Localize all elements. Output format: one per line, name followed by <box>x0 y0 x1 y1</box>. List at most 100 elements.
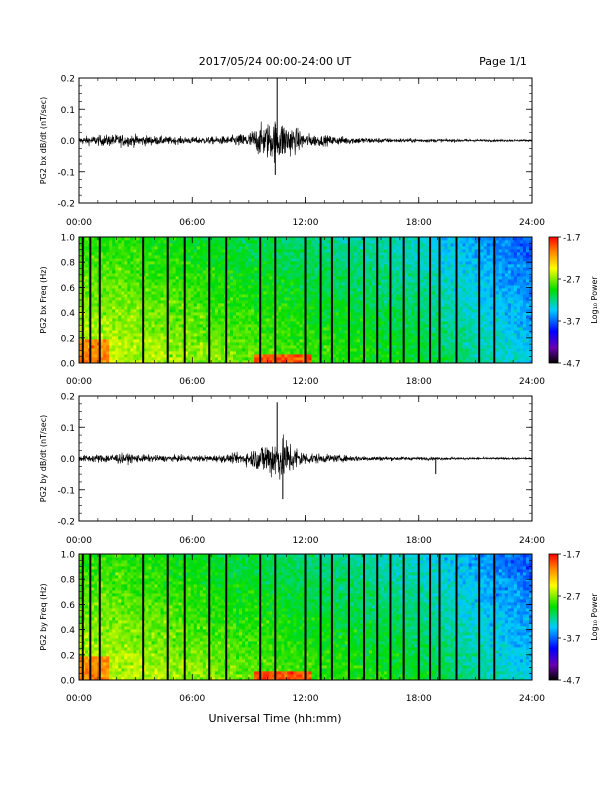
spectrogram-cell <box>233 360 237 364</box>
spectrogram-cell <box>202 243 207 247</box>
spectrogram-cell <box>263 315 267 319</box>
spectrogram-cell <box>154 273 158 277</box>
spectrogram-cell <box>368 339 373 343</box>
spectrogram-cell <box>365 345 370 349</box>
spectrogram-cell <box>365 303 370 307</box>
spectrogram-cell <box>118 312 122 316</box>
spectrogram-cell <box>181 237 186 241</box>
spectrogram-cell <box>217 351 222 355</box>
spectrogram-cell <box>178 315 183 319</box>
spectrogram-cell <box>79 357 83 361</box>
spectrogram-cell <box>278 246 282 250</box>
spectrogram-cell <box>426 315 430 319</box>
spectrogram-cell <box>217 309 222 313</box>
spectrogram-cell <box>423 264 427 268</box>
spectrogram-cell <box>181 276 186 280</box>
spectrogram-cell <box>359 261 364 265</box>
spectrogram-cell <box>226 306 231 310</box>
spectrogram-cell <box>356 249 361 253</box>
spectrogram-cell <box>157 264 161 268</box>
spectrogram-cell <box>211 300 216 304</box>
spectrogram-cell <box>299 249 303 253</box>
spectrogram-cell <box>233 291 237 295</box>
spectrogram-cell <box>181 357 186 361</box>
spectrogram-cell <box>139 321 143 325</box>
spectrogram-cell <box>127 288 131 292</box>
spectrogram-cell <box>236 276 240 280</box>
spectrogram-cell <box>236 282 240 286</box>
y-axis-label: PG2 bx dB/dt (nT/sec) <box>39 97 48 184</box>
spectrogram-cell <box>257 294 261 298</box>
spectrogram-cell <box>208 291 213 295</box>
spectrogram-cell <box>272 309 276 313</box>
spectrogram-cell <box>151 327 155 331</box>
spectrogram-cell <box>190 273 195 277</box>
spectrogram-cell <box>414 339 418 343</box>
spectrogram-cell <box>260 252 264 256</box>
spectrogram-cell <box>284 315 288 319</box>
spectrogram-cell <box>314 327 318 331</box>
spectrogram-cell <box>220 282 225 286</box>
spectrogram-cell <box>248 303 252 307</box>
spectrogram-cell <box>242 237 246 241</box>
spectrogram-cell <box>359 303 364 307</box>
spectrogram-cell <box>239 252 243 256</box>
spectrogram-cell <box>377 267 382 271</box>
spectrogram-cell <box>106 294 110 298</box>
spectrogram-cell <box>157 312 161 316</box>
spectrogram-cell <box>278 309 282 313</box>
spectrogram-cell <box>308 240 312 244</box>
spectrogram-cell <box>245 261 249 265</box>
spectrogram-cell <box>157 327 161 331</box>
spectrogram-cell <box>91 288 95 292</box>
spectrogram-cell <box>154 276 158 280</box>
spectrogram-cell <box>293 264 297 268</box>
spectrogram-cell <box>338 318 343 322</box>
spectrogram-cell <box>106 336 110 340</box>
spectrogram-cell <box>305 288 309 292</box>
spectrogram-cell <box>323 324 328 328</box>
spectrogram-cell <box>332 273 337 277</box>
spectrogram-cell <box>293 255 297 259</box>
spectrogram-cell <box>184 360 189 364</box>
spectrogram-cell <box>94 237 98 241</box>
spectrogram-cell <box>106 324 110 328</box>
spectrogram-cell <box>284 237 288 241</box>
spectrogram-cell <box>302 252 306 256</box>
spectrogram-cell <box>196 324 201 328</box>
spectrogram-cell <box>278 252 282 256</box>
spectrogram-cell <box>236 300 240 304</box>
spectrogram-cell <box>136 345 140 349</box>
spectrogram-cell <box>248 309 252 313</box>
spectrogram-cell <box>390 321 394 325</box>
spectrogram-cell <box>251 309 255 313</box>
spectrogram-cell <box>85 303 89 307</box>
spectrogram-cell <box>332 267 337 271</box>
spectrogram-cell <box>299 360 303 364</box>
spectrogram-cell <box>423 279 427 283</box>
spectrogram-cell <box>172 273 177 277</box>
spectrogram-cell <box>311 357 315 361</box>
spectrogram-cell <box>94 300 98 304</box>
spectrogram-cell <box>139 267 143 271</box>
spectrogram-cell <box>181 288 186 292</box>
spectrogram-cell <box>187 309 192 313</box>
spectrogram-cell <box>236 249 240 253</box>
spectrogram-cell <box>242 324 246 328</box>
spectrogram-cell <box>408 252 412 256</box>
spectrogram-cell <box>211 312 216 316</box>
spectrogram-cell <box>290 312 294 316</box>
spectrogram-cell <box>193 270 198 274</box>
spectrogram-cell <box>136 351 140 355</box>
spectrogram-cell <box>127 282 131 286</box>
spectrogram-cell <box>233 297 237 301</box>
spectrogram-cell <box>103 348 107 352</box>
spectrogram-cell <box>323 333 328 337</box>
spectrogram-cell <box>257 264 261 268</box>
spectrogram-cell <box>130 279 134 283</box>
spectrogram-cell <box>408 339 412 343</box>
spectrogram-cell <box>145 327 149 331</box>
spectrogram-cell <box>121 318 125 322</box>
spectrogram-cell <box>199 267 204 271</box>
spectrogram-cell <box>377 294 382 298</box>
